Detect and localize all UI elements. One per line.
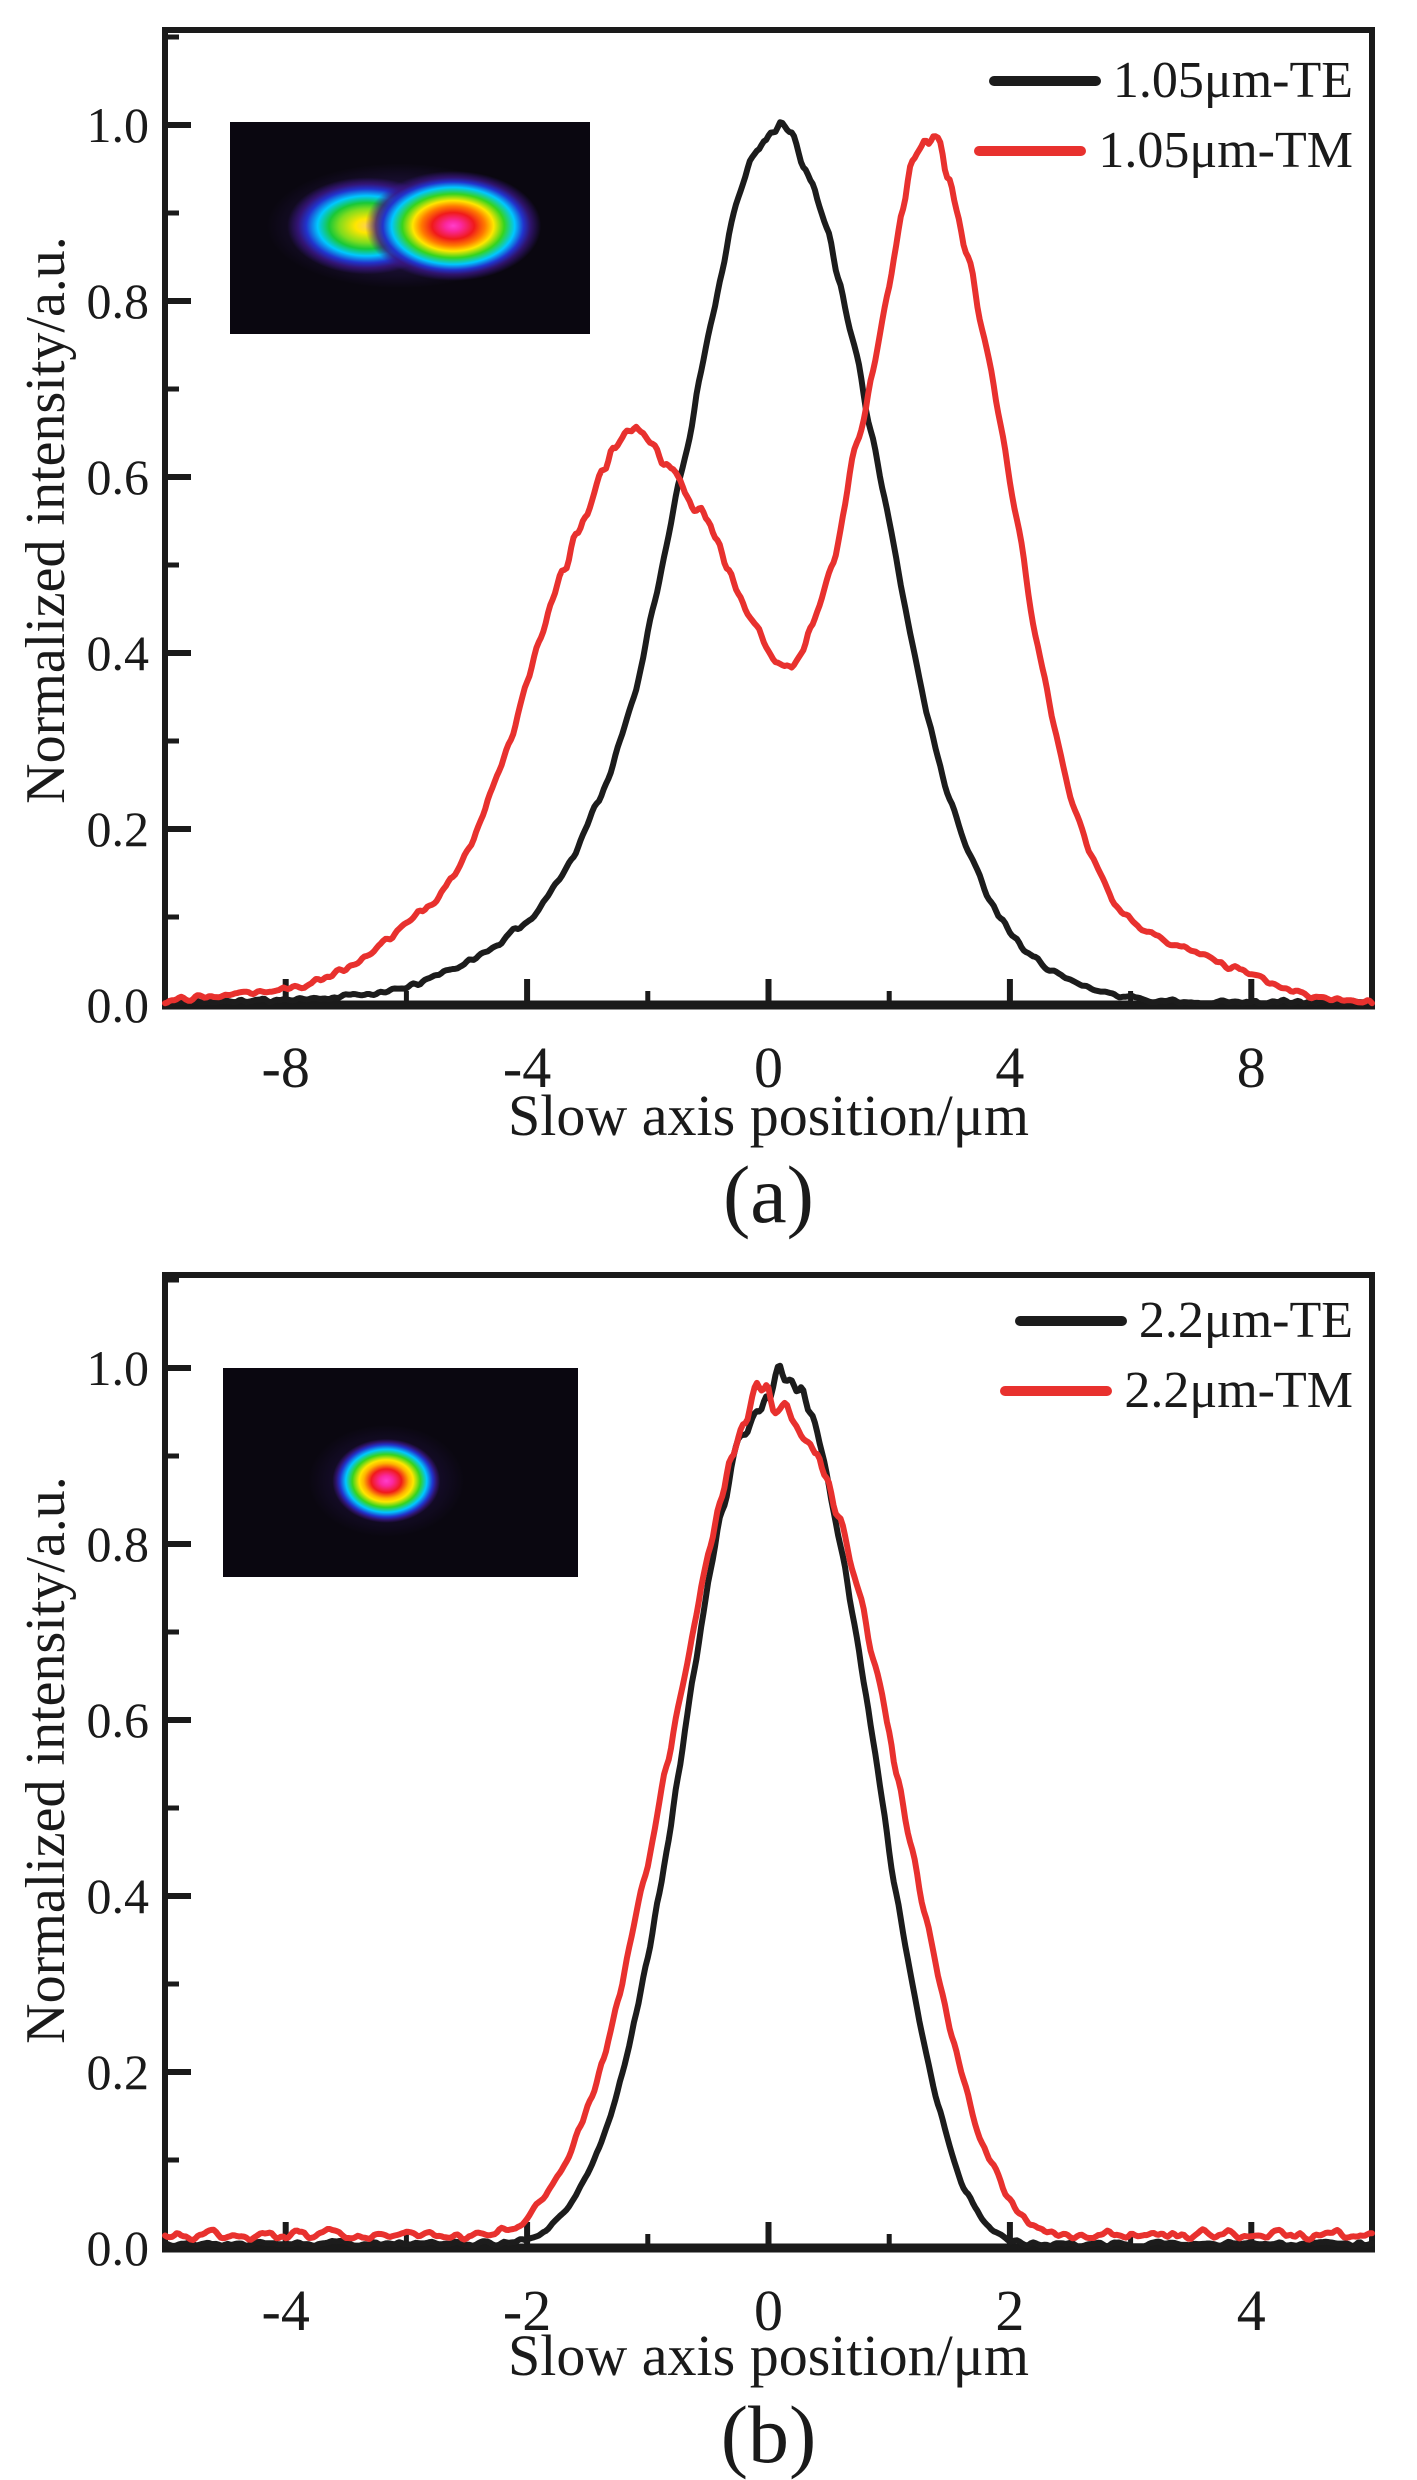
legend-label-tm: 1.05μm-TM: [1098, 122, 1353, 179]
plot-b-canvas: -4 -2 0 2 4 0.0 0.2 0.4 0.6 0.8 1.0: [87, 1272, 1375, 2343]
legend-item-tm: 1.05μm-TM: [974, 116, 1353, 186]
legend-item-te: 2.2μm-TE: [1000, 1286, 1353, 1356]
y-axis-label-a: Normalized intensity/a.u.: [15, 236, 77, 804]
legend-line-sample-te: [988, 76, 1101, 86]
mode-profile-inset-a: [230, 122, 590, 334]
legend-label-te: 2.2μm-TE: [1138, 1292, 1353, 1349]
legend-item-tm: 2.2μm-TM: [1000, 1356, 1353, 1426]
x-tick-label: 0: [754, 1035, 783, 1100]
plot-a-canvas: -8 -4 0 4 8 0.0 0.2 0.4 0.6 0.8 1.0: [87, 27, 1375, 1100]
x-tick-label: -8: [262, 1035, 310, 1100]
x-tick-label: 4: [995, 1035, 1024, 1100]
y-tick-label: 1.0: [87, 1340, 150, 1396]
x-axis-label-a: Slow axis position/μm: [508, 1083, 1029, 1148]
panel-caption-b: (b): [720, 2389, 817, 2480]
y-tick-label: 0.0: [87, 2220, 150, 2276]
x-axis-label-b: Slow axis position/μm: [508, 2323, 1029, 2388]
legend-label-tm: 2.2μm-TM: [1124, 1362, 1353, 1419]
y-tick-label: 0.2: [87, 2044, 150, 2100]
curve-tm-a: [162, 133, 1375, 1007]
y-tick-label: 0.6: [87, 449, 150, 505]
y-tick-label: 0.4: [87, 1868, 150, 1924]
y-tick-label: 0.6: [87, 1692, 150, 1748]
y-tick-label: 0.2: [87, 801, 150, 857]
x-tick-label: -4: [503, 1035, 551, 1100]
x-tick-label: 8: [1237, 1035, 1266, 1100]
legend-label-te: 1.05μm-TE: [1112, 52, 1353, 109]
x-tick-label: 2: [995, 2278, 1024, 2343]
legend-b: 2.2μm-TE 2.2μm-TM: [1000, 1286, 1353, 1426]
legend-a: 1.05μm-TE 1.05μm-TM: [974, 46, 1353, 186]
y-tick-label: 0.8: [87, 1516, 150, 1572]
y-tick-label: 1.0: [87, 97, 150, 153]
panel-caption-a: (a): [722, 1149, 814, 1240]
legend-line-sample-tm: [1000, 1386, 1113, 1396]
x-tick-label: -4: [262, 2278, 310, 2343]
panel-b: -4 -2 0 2 4 0.0 0.2 0.4 0.6 0.8 1.0 Normalized int…: [0, 1240, 1417, 2480]
y-axis-label-b: Normalized intensity/a.u.: [15, 1476, 77, 2044]
legend-line-sample-te: [1014, 1316, 1127, 1326]
mode-profile-inset-b: [223, 1368, 578, 1577]
legend-item-te: 1.05μm-TE: [974, 46, 1353, 116]
legend-line-sample-tm: [974, 146, 1087, 156]
panel-a: -8 -4 0 4 8 0.0 0.2 0.4 0.6 0.8 1.0 Normalized int…: [15, 27, 1375, 1240]
curve-tm-b: [162, 1379, 1375, 2243]
y-tick-label: 0.4: [87, 625, 150, 681]
x-tick-label: 0: [754, 2278, 783, 2343]
y-tick-label: 0.0: [87, 977, 150, 1033]
x-tick-label: -2: [503, 2278, 551, 2343]
curve-te-a: [162, 119, 1375, 1007]
y-tick-label: 0.8: [87, 273, 150, 329]
x-tick-label: 4: [1237, 2278, 1266, 2343]
